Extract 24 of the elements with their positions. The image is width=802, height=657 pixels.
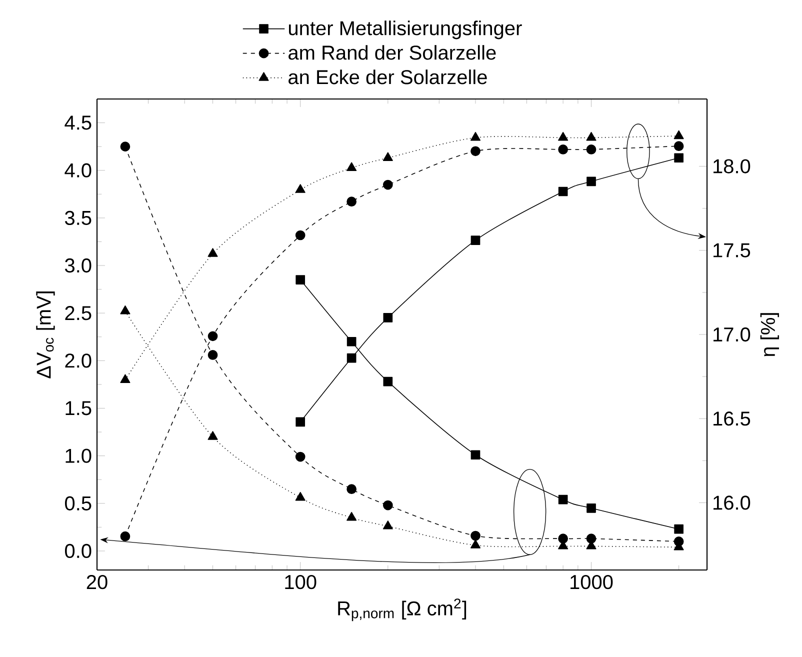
y-tick-label: 0.0: [65, 544, 92, 558]
x-axis-title: R$_{p,norm}$ [Ω cm$^{2}$]: [338, 598, 466, 622]
y-tick-label: 2.0: [65, 354, 92, 368]
y-tick-label: 2.5: [65, 306, 92, 320]
y2-tick-label: 18.0: [714, 159, 750, 174]
y2-tick-label: 17.0: [714, 327, 750, 342]
legend-label: unter Metallisierungsfinger: [288, 20, 522, 40]
x-tick-label: 1000: [570, 574, 613, 590]
y2-axis-title: η [%]: [760, 313, 779, 356]
x-tick-label: 100: [285, 574, 316, 590]
y-axis-title: ΔV$_{oc}$ [mV]: [36, 292, 55, 378]
x-tick-label: 20: [86, 574, 108, 590]
y-tick-label: 3.0: [64, 258, 92, 273]
y-tick-label: 4.5: [64, 116, 92, 130]
y-tick-label: 1.0: [66, 448, 92, 463]
y-tick-label: 4.0: [64, 163, 92, 178]
y-tick-label: 1.5: [66, 401, 92, 416]
y2-tick-label: 17.5: [714, 243, 750, 258]
legend-label: am Rand der Solarzelle: [288, 45, 496, 60]
y2-tick-label: 16.5: [714, 412, 750, 426]
legend-label: an Ecke der Solarzelle: [288, 70, 487, 84]
y-tick-label: 3.5: [64, 210, 92, 226]
y-tick-label: 0.5: [65, 496, 92, 510]
y2-tick-label: 16.0: [714, 496, 750, 510]
